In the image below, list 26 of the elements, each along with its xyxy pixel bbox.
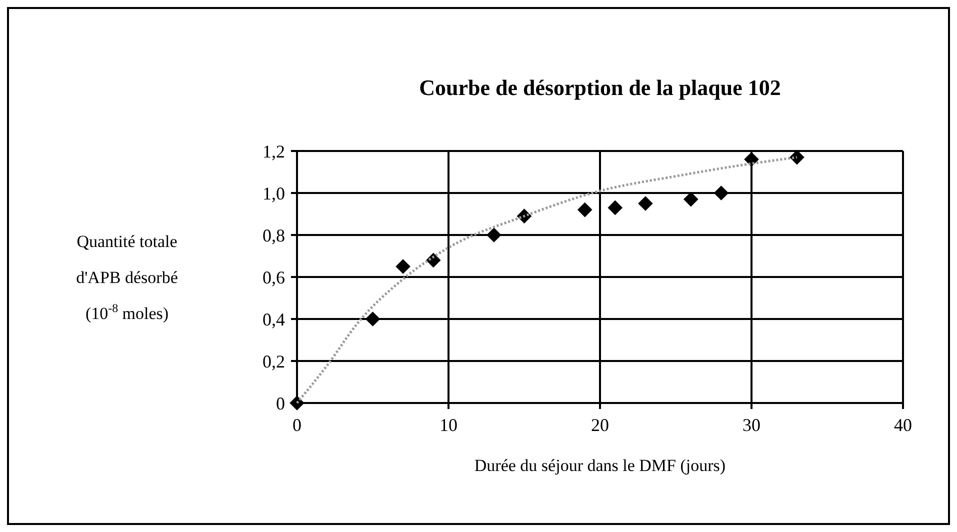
y-tick-label: 0,2 (262, 351, 285, 372)
y-tick-label: 0,6 (262, 267, 285, 288)
x-tick-label: 0 (292, 415, 302, 435)
y-tick-label: 1,2 (262, 141, 285, 162)
point (365, 312, 380, 326)
point (638, 196, 653, 211)
y-tick-label: 0,4 (262, 309, 285, 330)
point (486, 228, 502, 242)
x-tick-label: 40 (894, 415, 912, 435)
point (396, 259, 410, 274)
point (290, 396, 304, 410)
y-tick-label: 0 (276, 393, 285, 414)
x-tick-label: 30 (742, 415, 760, 435)
point (714, 186, 729, 200)
chart-title: Courbe de désorption de la plaque 102 (419, 75, 781, 100)
y-tick-label: 1,0 (262, 183, 285, 204)
point (790, 150, 804, 165)
point (608, 200, 623, 216)
y-axis-title: Quantité totale d'APB désorbé (10$^{-8}$ moles) (76, 232, 178, 323)
y-tick-label: 0,8 (262, 225, 285, 246)
x-axis-title: Durée du séjour dans le DMF (jours) (474, 456, 726, 475)
point (577, 202, 592, 218)
point (683, 192, 698, 207)
x-tick-label: 20 (591, 415, 609, 435)
point (744, 152, 759, 167)
x-tick-label: 10 (440, 415, 458, 435)
